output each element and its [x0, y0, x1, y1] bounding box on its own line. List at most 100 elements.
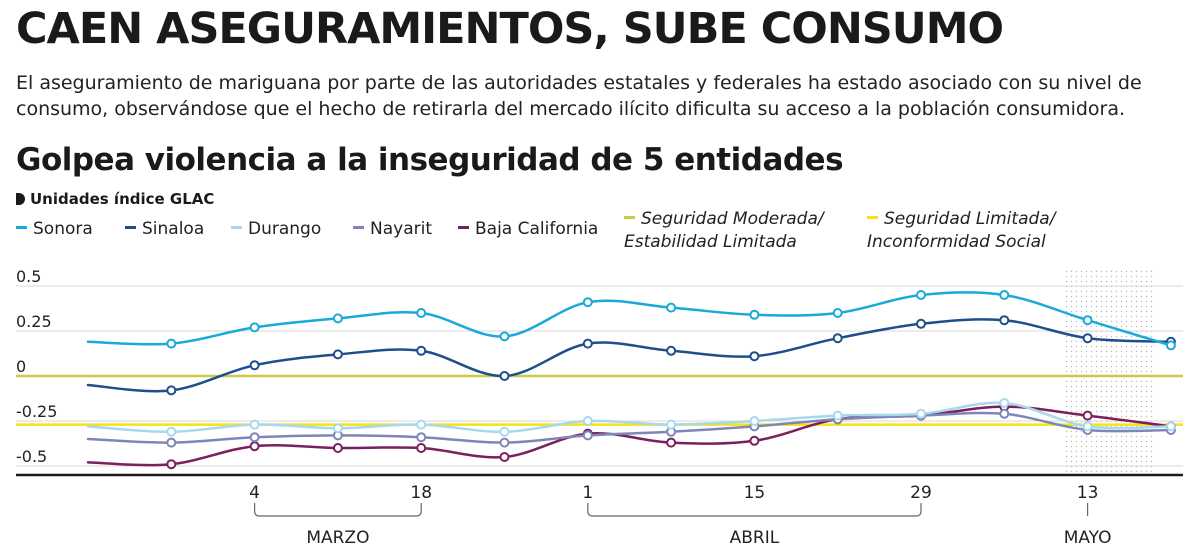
data-point-sonora [249, 322, 260, 333]
legend-item-durango: Durango [231, 219, 321, 239]
legend-label: Nayarit [370, 219, 432, 239]
data-point-baja-california [1082, 410, 1093, 421]
data-point-sinaloa [666, 345, 677, 356]
data-point-sinaloa [416, 345, 427, 356]
data-point-sinaloa [999, 315, 1010, 326]
data-point-durango [832, 410, 843, 421]
data-point-baja-california [499, 452, 510, 462]
legend-item-seguridad-moderada: Seguridad Moderada/ Estabilidad Limitada [624, 208, 824, 254]
legend-item-seguridad-limitada: Seguridad Limitada/ Inconformidad Social [867, 208, 1055, 254]
data-point-durango [916, 408, 926, 419]
y-tick-label: 0.25 [16, 312, 52, 331]
data-point-nayarit [166, 437, 177, 448]
legend-label: Sonora [33, 219, 93, 239]
data-point-durango [749, 416, 760, 426]
data-point-sonora [749, 309, 760, 320]
legend-swatch-icon [125, 226, 136, 229]
data-point-sonora [499, 331, 510, 342]
legend-swatch-icon [231, 226, 242, 229]
data-point-sinaloa [916, 318, 926, 329]
legend-swatch-icon [353, 226, 364, 229]
legend-swatch-icon [458, 226, 469, 229]
legend-swatch-icon [624, 216, 635, 219]
data-point-sonora [832, 308, 843, 318]
x-tick-label: 1 [582, 483, 593, 503]
month-bracket [254, 503, 422, 517]
units-text: Unidades índice GLAC [30, 190, 215, 208]
legend-item-nayarit: Nayarit [353, 219, 432, 239]
x-tick-label: 29 [910, 483, 932, 503]
legend-item-sinaloa: Sinaloa [125, 219, 204, 239]
data-point-durango [166, 426, 177, 437]
data-point-nayarit [582, 430, 593, 441]
legend-swatch-icon [867, 216, 878, 219]
legend-item-baja-california: Baja California [458, 219, 598, 239]
x-tick-label: 15 [744, 483, 766, 503]
x-tick-label: 4 [249, 483, 260, 503]
x-tick-label: 13 [1077, 483, 1099, 503]
data-point-sonora [1165, 340, 1176, 351]
y-tick-label: 0 [16, 357, 26, 376]
data-point-baja-california [749, 435, 760, 446]
legend-label: Sinaloa [142, 219, 205, 239]
data-point-durango [666, 419, 677, 430]
data-point-sonora [166, 338, 177, 349]
legend-label-line1: Seguridad Limitada/ [884, 209, 1056, 229]
data-point-durango [1082, 421, 1093, 432]
month-label: MAYO [1064, 528, 1112, 548]
data-point-sinaloa [166, 385, 177, 396]
data-point-sinaloa [1082, 333, 1093, 344]
data-point-baja-california [416, 443, 427, 453]
lede-paragraph: El aseguramiento de mariguana por parte … [16, 72, 1142, 120]
month-bracket [587, 503, 922, 517]
legend-swatch-icon [16, 226, 27, 229]
data-point-baja-california [166, 459, 177, 470]
data-point-durango [999, 398, 1010, 408]
data-point-nayarit [999, 408, 1010, 419]
y-tick-label: -0.25 [16, 402, 57, 421]
units-marker-icon [16, 193, 25, 205]
data-point-nayarit [499, 437, 510, 448]
data-point-sinaloa [499, 371, 510, 381]
highlight-band [1062, 268, 1155, 475]
data-point-baja-california [332, 443, 343, 453]
data-point-sinaloa [749, 351, 760, 362]
x-tick-label: 18 [410, 483, 432, 503]
data-point-nayarit [249, 432, 260, 443]
data-point-durango [332, 423, 343, 434]
data-point-sonora [666, 302, 677, 313]
legend-item-sonora: Sonora [16, 219, 93, 239]
data-point-baja-california [249, 441, 260, 452]
series-line-sinaloa [86, 318, 1173, 393]
y-tick-label: -0.5 [16, 447, 47, 466]
legend-label: Baja California [475, 219, 599, 239]
series-line-durango [86, 401, 1173, 434]
data-point-durango [1165, 421, 1176, 432]
series-line-nayarit [86, 411, 1173, 444]
data-point-sonora [582, 297, 593, 308]
y-tick-label: 0.5 [16, 267, 41, 286]
data-point-durango [582, 416, 593, 426]
data-point-sinaloa [249, 360, 260, 371]
data-point-baja-california [666, 437, 677, 448]
data-point-sonora [1082, 315, 1093, 326]
data-point-durango [416, 419, 427, 430]
data-point-sonora [999, 290, 1010, 300]
legend-label-line2: Inconformidad Social [867, 232, 1046, 252]
data-point-sinaloa [332, 349, 343, 360]
legend-label-line2: Estabilidad Limitada [624, 232, 797, 252]
legend-label-line1: Seguridad Moderada/ [641, 209, 824, 229]
month-label: ABRIL [730, 528, 780, 548]
data-point-sonora [332, 313, 343, 324]
month-label: MARZO [306, 528, 369, 548]
data-point-sonora [416, 308, 427, 318]
data-point-sinaloa [582, 338, 593, 349]
legend-label: Durango [248, 219, 322, 239]
chart-title: Golpea violencia a la inseguridad de 5 e… [16, 142, 844, 178]
units-label: Unidades índice GLAC [16, 190, 214, 208]
data-point-nayarit [416, 432, 427, 443]
data-point-sinaloa [832, 333, 843, 344]
data-point-sonora [916, 290, 926, 300]
data-point-durango [249, 419, 260, 430]
